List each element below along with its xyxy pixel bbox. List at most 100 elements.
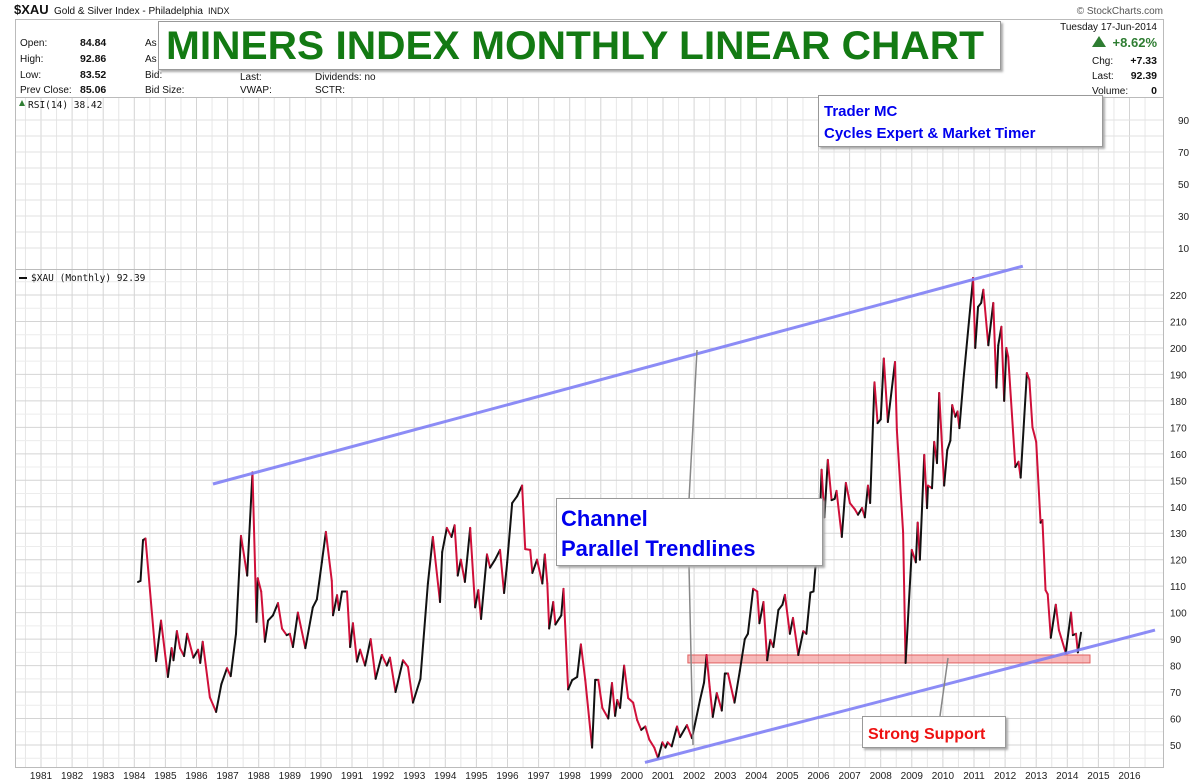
price-segment [699,681,706,701]
x-tick-label: 1989 [279,771,302,782]
price-segment [315,561,323,601]
x-tick-label: 1985 [154,771,177,782]
price-segment [783,593,791,635]
price-segment [1028,378,1034,429]
author-box [818,95,1103,147]
rsi-tick-label: 30 [1178,212,1190,223]
price-segment [931,440,936,490]
stats-right: Tuesday 17-Jun-2014 +8.62% Chg: +7.33 La… [1060,22,1157,97]
price-segment [394,659,405,694]
price-segment [445,526,453,538]
stat-label: As [145,38,157,49]
price-segment [918,453,926,561]
stat-label: Last: [1092,71,1114,82]
stat-label: Open: [20,38,47,49]
up-arrow-icon [1092,36,1106,47]
price-segment [777,603,784,611]
price-segment [1064,611,1073,654]
stat-value: +7.33 [1130,55,1157,67]
price-segment [762,601,769,662]
channel-box [556,498,823,566]
x-tick-label: 1987 [216,771,239,782]
price-segment [506,502,514,564]
stat-label: Volume: [1092,86,1128,97]
price-segment [374,653,383,680]
x-tick-label: 1990 [310,771,333,782]
x-tick-label: 2010 [932,771,955,782]
price-segment [610,682,617,717]
price-segment [144,537,158,663]
price-segment [715,692,723,712]
grid [16,98,1163,767]
price-segment [938,391,946,487]
x-tick-label: 2012 [994,771,1017,782]
price-segment [419,582,429,680]
price-segment [201,640,211,699]
price-segment [426,535,434,585]
author-title: Cycles Expert & Market Timer [824,125,1036,142]
price-segment [591,678,597,749]
price-segment [246,471,254,577]
price-segment [521,484,527,551]
price-segment [548,601,555,630]
x-tick-label: 2001 [652,771,675,782]
price-segment [974,305,980,349]
price-segment [183,632,189,658]
price-segment [576,643,582,678]
stat-label: Low: [20,70,41,81]
price-segment [531,558,539,574]
price-segment [536,558,544,585]
price-segment [657,741,664,760]
x-tick-label: 1998 [559,771,582,782]
price-segment [411,677,422,704]
y-tick-label: 50 [1170,741,1182,752]
price-segment [406,665,414,704]
price-segment [489,558,497,569]
support-zone [687,654,1091,664]
price-segment [946,439,952,452]
price-segment [962,277,975,381]
author-name: Trader MC [824,103,898,120]
price-segment [359,648,367,667]
price-segment [627,697,635,704]
stat-label: Last: [240,72,262,83]
y-tick-label: 130 [1170,529,1187,540]
price-segment [296,611,307,650]
price-segment [675,725,682,739]
chart-title: MINERS INDEX MONTHLY LINEAR CHART [166,24,984,68]
price-segment [972,277,977,349]
price-segment [894,360,898,431]
price-segment [711,692,718,718]
price-segment [320,530,327,564]
price-segment [272,602,279,617]
x-tick-label: 1996 [496,771,519,782]
price-segment [1031,426,1038,443]
price-segment [160,619,169,678]
price-segment [746,587,755,635]
price-segment [705,653,711,688]
price-segment [873,381,879,425]
x-tick-label: 2013 [1025,771,1048,782]
price-segment [499,548,506,595]
price-segment [562,587,570,691]
y-tick-label: 180 [1170,397,1187,408]
x-tick-label: 1986 [185,771,208,782]
price-segment [304,606,314,650]
stat-label: High: [20,54,43,65]
x-tick-label: 1988 [248,771,271,782]
price-segment [805,591,812,635]
price-segment [902,531,907,664]
price-segment [644,725,651,741]
rsi-tick-label: 90 [1178,116,1190,127]
price-segment [554,614,563,626]
price-segment [685,724,693,740]
price-segment [311,598,318,609]
price-segment [772,608,780,649]
index-name: Gold & Silver Index - Philadelphia [54,6,203,17]
price-segment [459,558,466,583]
price-segment [791,616,800,656]
price-segment [840,481,847,538]
price-segment [332,594,339,617]
price-segment [255,577,259,623]
price-segment [511,495,519,505]
